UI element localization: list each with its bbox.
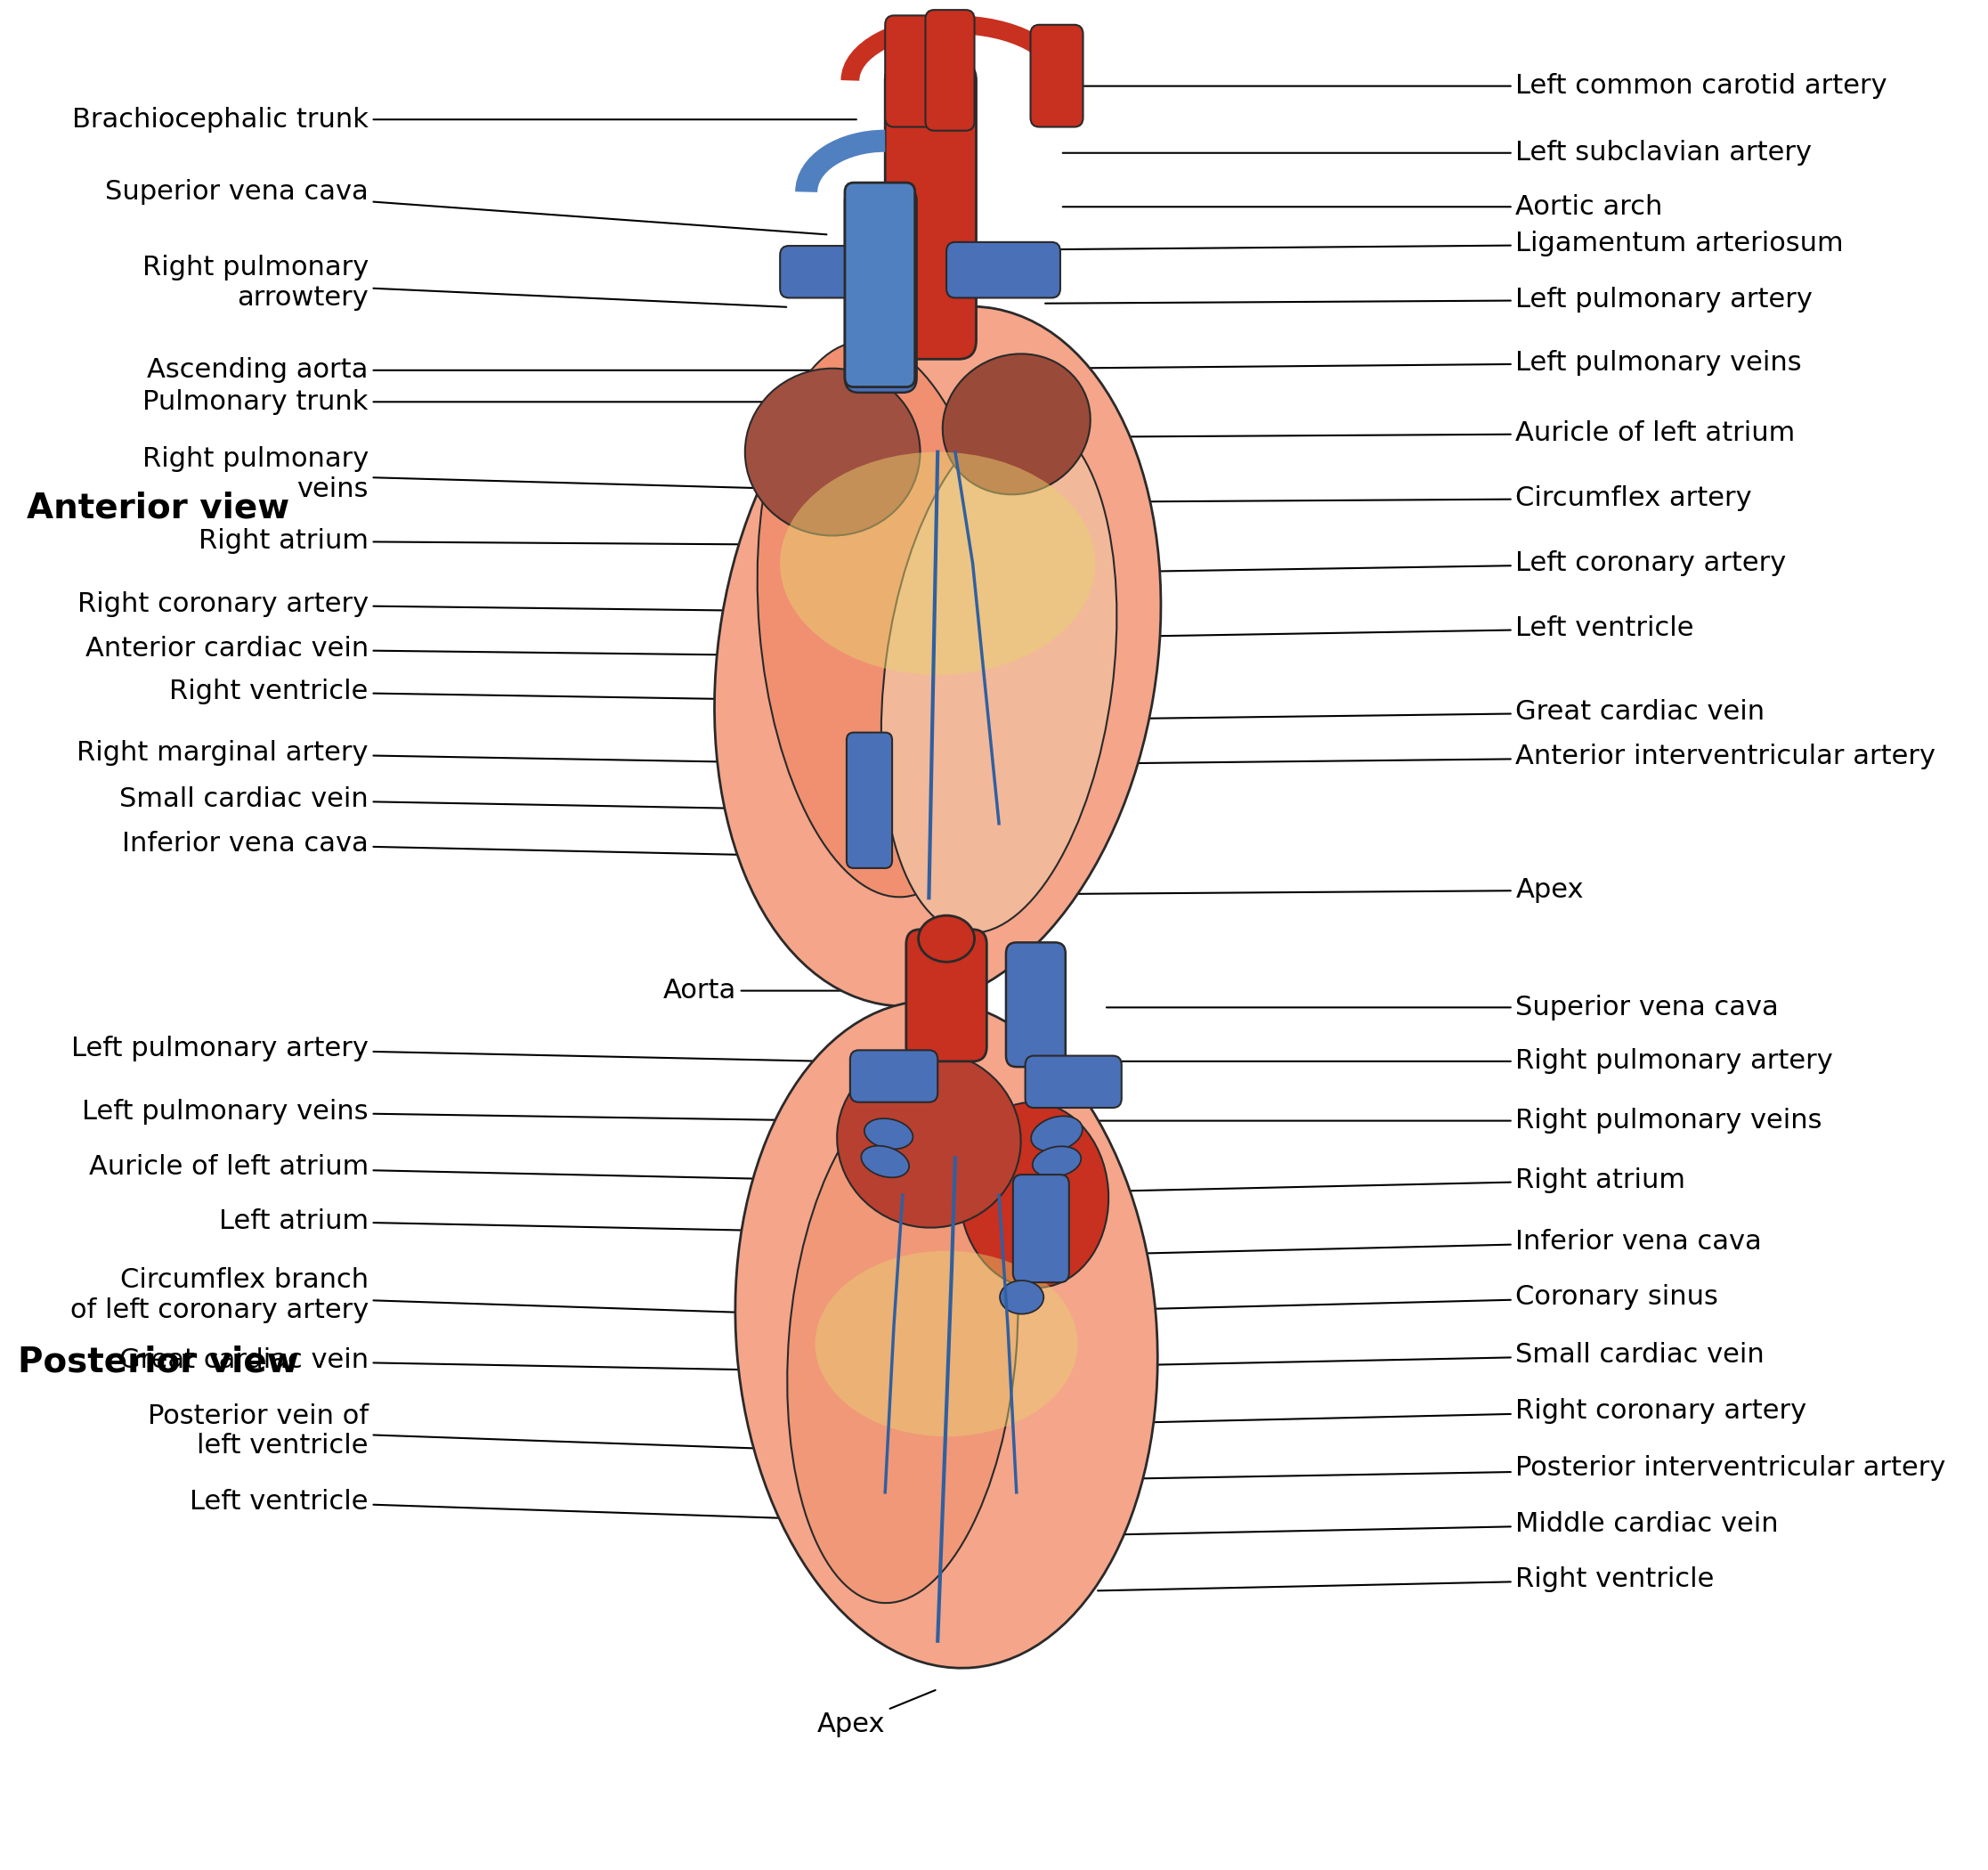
Text: Great cardiac vein: Great cardiac vein — [1064, 699, 1765, 726]
FancyBboxPatch shape — [779, 245, 877, 297]
Text: Left pulmonary veins: Left pulmonary veins — [1046, 350, 1801, 376]
Text: Posterior view: Posterior view — [18, 1345, 298, 1380]
Ellipse shape — [865, 1118, 912, 1148]
Text: Anterior interventricular artery: Anterior interventricular artery — [1054, 744, 1936, 770]
Ellipse shape — [787, 1085, 1018, 1603]
Text: Posterior vein of
left ventricle: Posterior vein of left ventricle — [147, 1402, 843, 1459]
Text: Superior vena cava: Superior vena cava — [105, 180, 827, 234]
Text: Circumflex branch
of left coronary artery: Circumflex branch of left coronary arter… — [70, 1268, 843, 1324]
FancyBboxPatch shape — [946, 241, 1060, 297]
Text: Great cardiac vein: Great cardiac vein — [119, 1348, 843, 1373]
Text: Anterior view: Anterior view — [28, 490, 290, 525]
Text: Right ventricle: Right ventricle — [169, 679, 843, 705]
FancyBboxPatch shape — [885, 15, 940, 127]
Text: Left pulmonary artery: Left pulmonary artery — [72, 1036, 825, 1062]
FancyBboxPatch shape — [907, 929, 986, 1062]
Text: Right marginal artery: Right marginal artery — [78, 741, 853, 767]
FancyBboxPatch shape — [1026, 1057, 1121, 1107]
Ellipse shape — [942, 353, 1089, 494]
Text: Inferior vena cava: Inferior vena cava — [121, 830, 843, 856]
FancyBboxPatch shape — [1014, 1174, 1070, 1283]
FancyBboxPatch shape — [924, 9, 974, 131]
Ellipse shape — [918, 916, 974, 961]
Text: Aortic arch: Aortic arch — [1064, 194, 1662, 219]
FancyBboxPatch shape — [845, 187, 916, 393]
Ellipse shape — [757, 342, 1006, 898]
Ellipse shape — [861, 1146, 909, 1178]
Ellipse shape — [881, 417, 1117, 933]
FancyBboxPatch shape — [1006, 942, 1066, 1068]
Text: Right coronary artery: Right coronary artery — [78, 591, 839, 617]
Text: Left pulmonary artery: Left pulmonary artery — [1046, 286, 1813, 312]
Text: Anterior cardiac vein: Anterior cardiac vein — [85, 636, 853, 662]
Text: Left subclavian artery: Left subclavian artery — [1064, 140, 1813, 166]
Text: Left coronary artery: Left coronary artery — [1064, 550, 1787, 576]
Text: Right pulmonary
arrowtery: Right pulmonary arrowtery — [141, 254, 787, 310]
Text: Right atrium: Right atrium — [199, 527, 817, 554]
Ellipse shape — [714, 307, 1161, 1006]
Text: Left ventricle: Left ventricle — [1054, 615, 1694, 641]
Ellipse shape — [960, 1101, 1109, 1288]
Ellipse shape — [746, 368, 920, 535]
Text: Auricle of left atrium: Auricle of left atrium — [89, 1154, 825, 1180]
Text: Right pulmonary artery: Right pulmonary artery — [1097, 1049, 1833, 1073]
Text: Brachiocephalic trunk: Brachiocephalic trunk — [72, 107, 857, 133]
Text: Middle cardiac vein: Middle cardiac vein — [1097, 1511, 1779, 1537]
FancyBboxPatch shape — [1030, 24, 1083, 127]
FancyBboxPatch shape — [845, 183, 914, 387]
Text: Left atrium: Left atrium — [219, 1208, 839, 1234]
Text: Pulmonary trunk: Pulmonary trunk — [143, 389, 839, 415]
Text: Superior vena cava: Superior vena cava — [1107, 995, 1779, 1021]
Ellipse shape — [1032, 1146, 1081, 1176]
Text: Auricle of left atrium: Auricle of left atrium — [1054, 421, 1795, 447]
Text: Left common carotid artery: Left common carotid artery — [1064, 73, 1887, 99]
Text: Right coronary artery: Right coronary artery — [1097, 1397, 1807, 1423]
Text: Left ventricle: Left ventricle — [191, 1489, 843, 1520]
Text: Apex: Apex — [1046, 877, 1584, 903]
Text: Small cardiac vein: Small cardiac vein — [1097, 1343, 1765, 1367]
Ellipse shape — [837, 1051, 1020, 1227]
Text: Right pulmonary
veins: Right pulmonary veins — [141, 447, 795, 503]
Ellipse shape — [1000, 1281, 1044, 1315]
Text: Coronary sinus: Coronary sinus — [1097, 1285, 1718, 1311]
Text: Small cardiac vein: Small cardiac vein — [119, 787, 853, 812]
Text: Aorta: Aorta — [664, 978, 918, 1004]
Text: Ascending aorta: Ascending aorta — [147, 357, 839, 383]
Text: Apex: Apex — [817, 1690, 936, 1737]
Text: Circumflex artery: Circumflex artery — [1060, 486, 1751, 511]
Ellipse shape — [736, 1000, 1157, 1668]
Text: Left pulmonary veins: Left pulmonary veins — [82, 1098, 825, 1124]
Ellipse shape — [815, 1251, 1077, 1436]
Text: Right ventricle: Right ventricle — [1097, 1567, 1714, 1593]
Text: Right pulmonary veins: Right pulmonary veins — [1097, 1107, 1823, 1133]
Text: Ligamentum arteriosum: Ligamentum arteriosum — [1046, 232, 1843, 256]
FancyBboxPatch shape — [885, 62, 976, 359]
FancyBboxPatch shape — [851, 1051, 938, 1101]
Text: Posterior interventricular artery: Posterior interventricular artery — [1097, 1455, 1946, 1481]
Ellipse shape — [1032, 1116, 1083, 1152]
FancyBboxPatch shape — [847, 733, 893, 868]
Text: Inferior vena cava: Inferior vena cava — [1097, 1229, 1761, 1255]
Ellipse shape — [779, 453, 1095, 675]
Text: Right atrium: Right atrium — [1107, 1167, 1686, 1193]
